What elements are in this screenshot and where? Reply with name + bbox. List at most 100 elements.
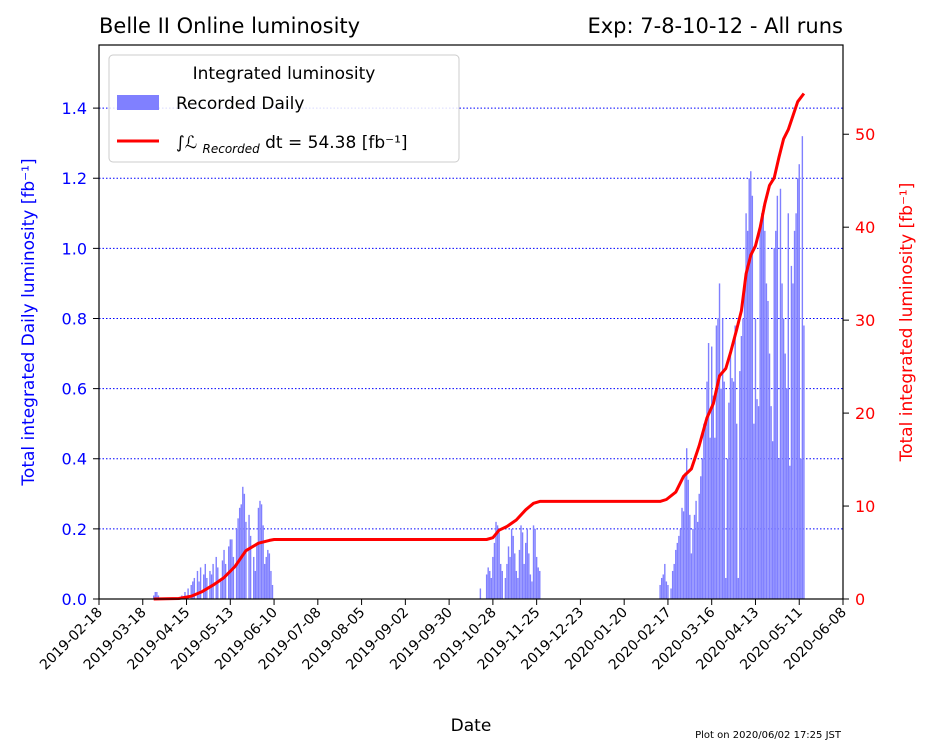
daily-bar xyxy=(728,402,730,599)
y-axis-label-left: Total integrated Daily luminosity [fb⁻¹] xyxy=(19,158,39,486)
daily-bar xyxy=(212,563,214,599)
legend-box xyxy=(108,54,460,163)
daily-bar xyxy=(801,136,804,599)
daily-bar xyxy=(479,588,482,599)
daily-bar xyxy=(671,570,674,599)
daily-bar xyxy=(685,448,688,599)
daily-bar xyxy=(267,549,269,599)
daily-bar xyxy=(263,563,266,599)
daily-bar xyxy=(523,563,525,599)
daily-bar xyxy=(660,577,663,599)
daily-bar xyxy=(784,353,786,599)
daily-bar xyxy=(765,283,768,599)
legend-line-suffix: dt = 54.38 [fb⁻¹] xyxy=(265,133,407,153)
left-tick-label: 0.6 xyxy=(62,380,87,399)
daily-bar xyxy=(532,525,535,599)
daily-bar xyxy=(692,528,694,599)
integrated-luminosity-line xyxy=(153,92,806,601)
daily-bar xyxy=(756,399,758,599)
daily-bar xyxy=(254,570,257,599)
plot-timestamp: Plot on 2020/06/02 17:25 JST xyxy=(695,730,842,741)
daily-bar xyxy=(714,437,716,599)
plot-frame xyxy=(98,44,844,600)
left-tick-label: 0.8 xyxy=(62,309,87,328)
daily-bar xyxy=(706,381,708,599)
daily-bar xyxy=(737,577,739,599)
daily-bar xyxy=(501,570,503,599)
daily-bar xyxy=(786,388,788,599)
daily-bar xyxy=(687,479,689,599)
daily-bar xyxy=(490,577,493,599)
daily-bar xyxy=(771,441,774,599)
daily-bar xyxy=(679,528,682,599)
daily-bar xyxy=(767,300,769,599)
daily-bar xyxy=(731,378,733,599)
daily-bar xyxy=(493,542,496,599)
daily-bar xyxy=(734,325,736,599)
daily-bar xyxy=(721,318,724,599)
daily-bar xyxy=(773,248,775,599)
daily-bar xyxy=(528,553,530,599)
daily-bar xyxy=(707,343,710,599)
daily-bar xyxy=(518,549,521,599)
daily-bar xyxy=(746,230,749,599)
daily-bar xyxy=(517,577,519,599)
daily-bar xyxy=(521,532,524,599)
daily-bar xyxy=(220,581,222,599)
daily-bar xyxy=(489,570,491,599)
daily-bar xyxy=(693,514,696,599)
daily-bar xyxy=(187,588,189,599)
daily-bar xyxy=(682,511,685,599)
daily-bar xyxy=(776,195,779,599)
daily-bar xyxy=(751,195,754,599)
daily-bar xyxy=(514,553,516,599)
legend-bar-label: Recorded Daily xyxy=(176,94,304,114)
daily-bar xyxy=(260,504,263,599)
daily-bar xyxy=(510,528,513,599)
daily-bar xyxy=(193,577,196,599)
daily-bar xyxy=(539,570,541,599)
daily-bar xyxy=(690,553,693,599)
daily-bar xyxy=(689,514,691,599)
daily-bar xyxy=(257,507,260,599)
daily-bar xyxy=(700,476,702,599)
daily-bar xyxy=(248,514,250,599)
daily-bar xyxy=(711,346,713,599)
daily-bar xyxy=(485,574,488,599)
daily-bar xyxy=(703,423,705,599)
daily-bar xyxy=(743,283,746,599)
daily-bar xyxy=(499,563,502,599)
daily-bar xyxy=(184,591,186,599)
daily-bar xyxy=(662,574,664,599)
daily-bar xyxy=(764,230,766,599)
daily-bar xyxy=(659,584,661,599)
daily-bar xyxy=(237,518,239,599)
daily-bar xyxy=(259,500,261,599)
daily-bar xyxy=(782,318,785,599)
daily-bar xyxy=(745,213,747,599)
right-tick-label: 0 xyxy=(855,590,865,609)
daily-bar xyxy=(240,504,242,599)
daily-bar xyxy=(736,423,738,599)
daily-bar xyxy=(681,507,683,599)
daily-bar xyxy=(762,206,764,599)
left-tick-label: 1.0 xyxy=(62,239,87,258)
daily-bar xyxy=(667,584,669,599)
daily-bar xyxy=(757,406,760,599)
daily-bar xyxy=(715,325,718,599)
daily-bar xyxy=(270,570,272,599)
daily-bar xyxy=(487,567,489,599)
daily-bar xyxy=(265,556,267,599)
daily-bar xyxy=(512,535,514,599)
daily-bar xyxy=(800,458,802,599)
daily-bar xyxy=(157,595,160,599)
daily-bar xyxy=(535,556,538,599)
legend-line-prefix: ∫ℒ xyxy=(176,133,197,153)
daily-bar xyxy=(190,584,192,599)
daily-bar xyxy=(520,525,522,599)
daily-bar xyxy=(759,230,761,599)
left-tick-label: 0.4 xyxy=(62,450,87,469)
daily-bar xyxy=(507,546,510,599)
daily-bar xyxy=(262,525,264,599)
